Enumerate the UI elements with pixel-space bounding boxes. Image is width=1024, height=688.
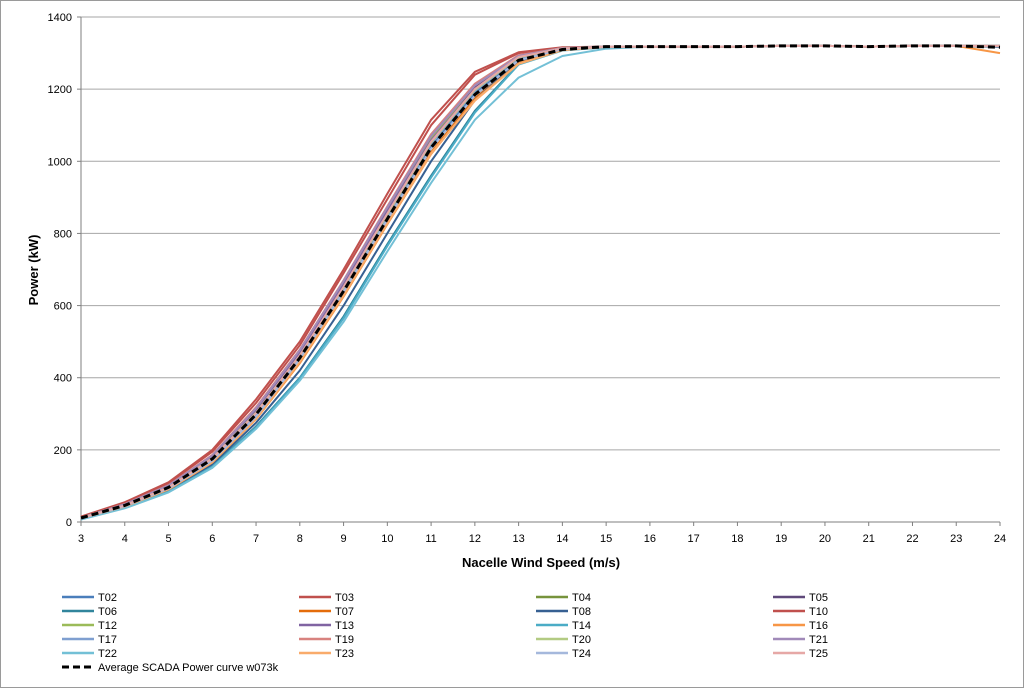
legend-label: T05 [809,592,828,604]
x-tick-label: 18 [731,533,743,545]
y-tick-label: 1000 [48,156,72,168]
x-tick-label: 16 [644,533,656,545]
legend-label: T21 [809,634,828,646]
x-tick-label: 6 [209,533,215,545]
x-tick-label: 7 [253,533,259,545]
x-tick-label: 9 [341,533,347,545]
axis-layer: 0 200 400 600 800 1000 1200 1400 3 4 5 6 7 8 9 10 11 12 13… [48,12,1007,545]
x-tick-label: 11 [425,533,436,545]
y-tick-label: 400 [54,373,72,385]
y-tick-label: 1400 [48,12,72,24]
legend-label: Average SCADA Power curve w073k [98,662,279,674]
x-tick-label: 5 [165,533,171,545]
x-tick-label: 12 [469,533,481,545]
x-tick-label: 17 [688,533,700,545]
legend-label: T07 [335,606,354,618]
x-tick-label: 8 [297,533,303,545]
legend-label: T19 [335,634,354,646]
legend-label: T04 [572,592,591,604]
legend-label: T03 [335,592,354,604]
legend-label: T23 [335,648,354,660]
series-line-average [80,44,1001,520]
series-line-t19 [80,44,1000,519]
y-tick-label: 200 [54,445,72,457]
x-tick-label: 23 [950,533,962,545]
legend-label: T20 [572,634,591,646]
y-tick-label: 1200 [48,84,72,96]
y-tick-label: 0 [66,517,72,529]
legend-label: T14 [572,620,591,632]
grid-layer [81,16,1000,451]
legend-label: T12 [98,620,117,632]
x-tick-label: 22 [906,533,918,545]
x-tick-label: 4 [122,533,128,545]
y-axis-title: Power (kW) [26,235,41,306]
legend: T02 T03 T04 T05 T06 T07 T08 T10 T12 T13 T14 T16 T17 T… [62,592,828,674]
series-line-t03 [80,44,1000,518]
x-tick-label: 24 [994,533,1006,545]
legend-label: T08 [572,606,591,618]
x-tick-label: 13 [512,533,524,545]
legend-label: T10 [809,606,828,618]
x-tick-label: 19 [775,533,787,545]
legend-label: T17 [98,634,117,646]
legend-label: T06 [98,606,117,618]
legend-label: T16 [809,620,828,632]
legend-label: T25 [809,648,828,660]
x-tick-label: 10 [381,533,393,545]
legend-label: T24 [572,648,591,660]
legend-label: T02 [98,592,117,604]
legend-label: T22 [98,648,117,660]
y-tick-label: 800 [54,228,72,240]
x-tick-label: 14 [556,533,568,545]
legend-label: T13 [335,620,354,632]
series-layer [80,44,1001,521]
x-tick-label: 3 [78,533,84,545]
x-tick-label: 15 [600,533,612,545]
y-tick-label: 600 [54,301,72,313]
x-tick-label: 20 [819,533,831,545]
x-axis-title: Nacelle Wind Speed (m/s) [462,555,620,570]
x-tick-label: 21 [863,533,875,545]
